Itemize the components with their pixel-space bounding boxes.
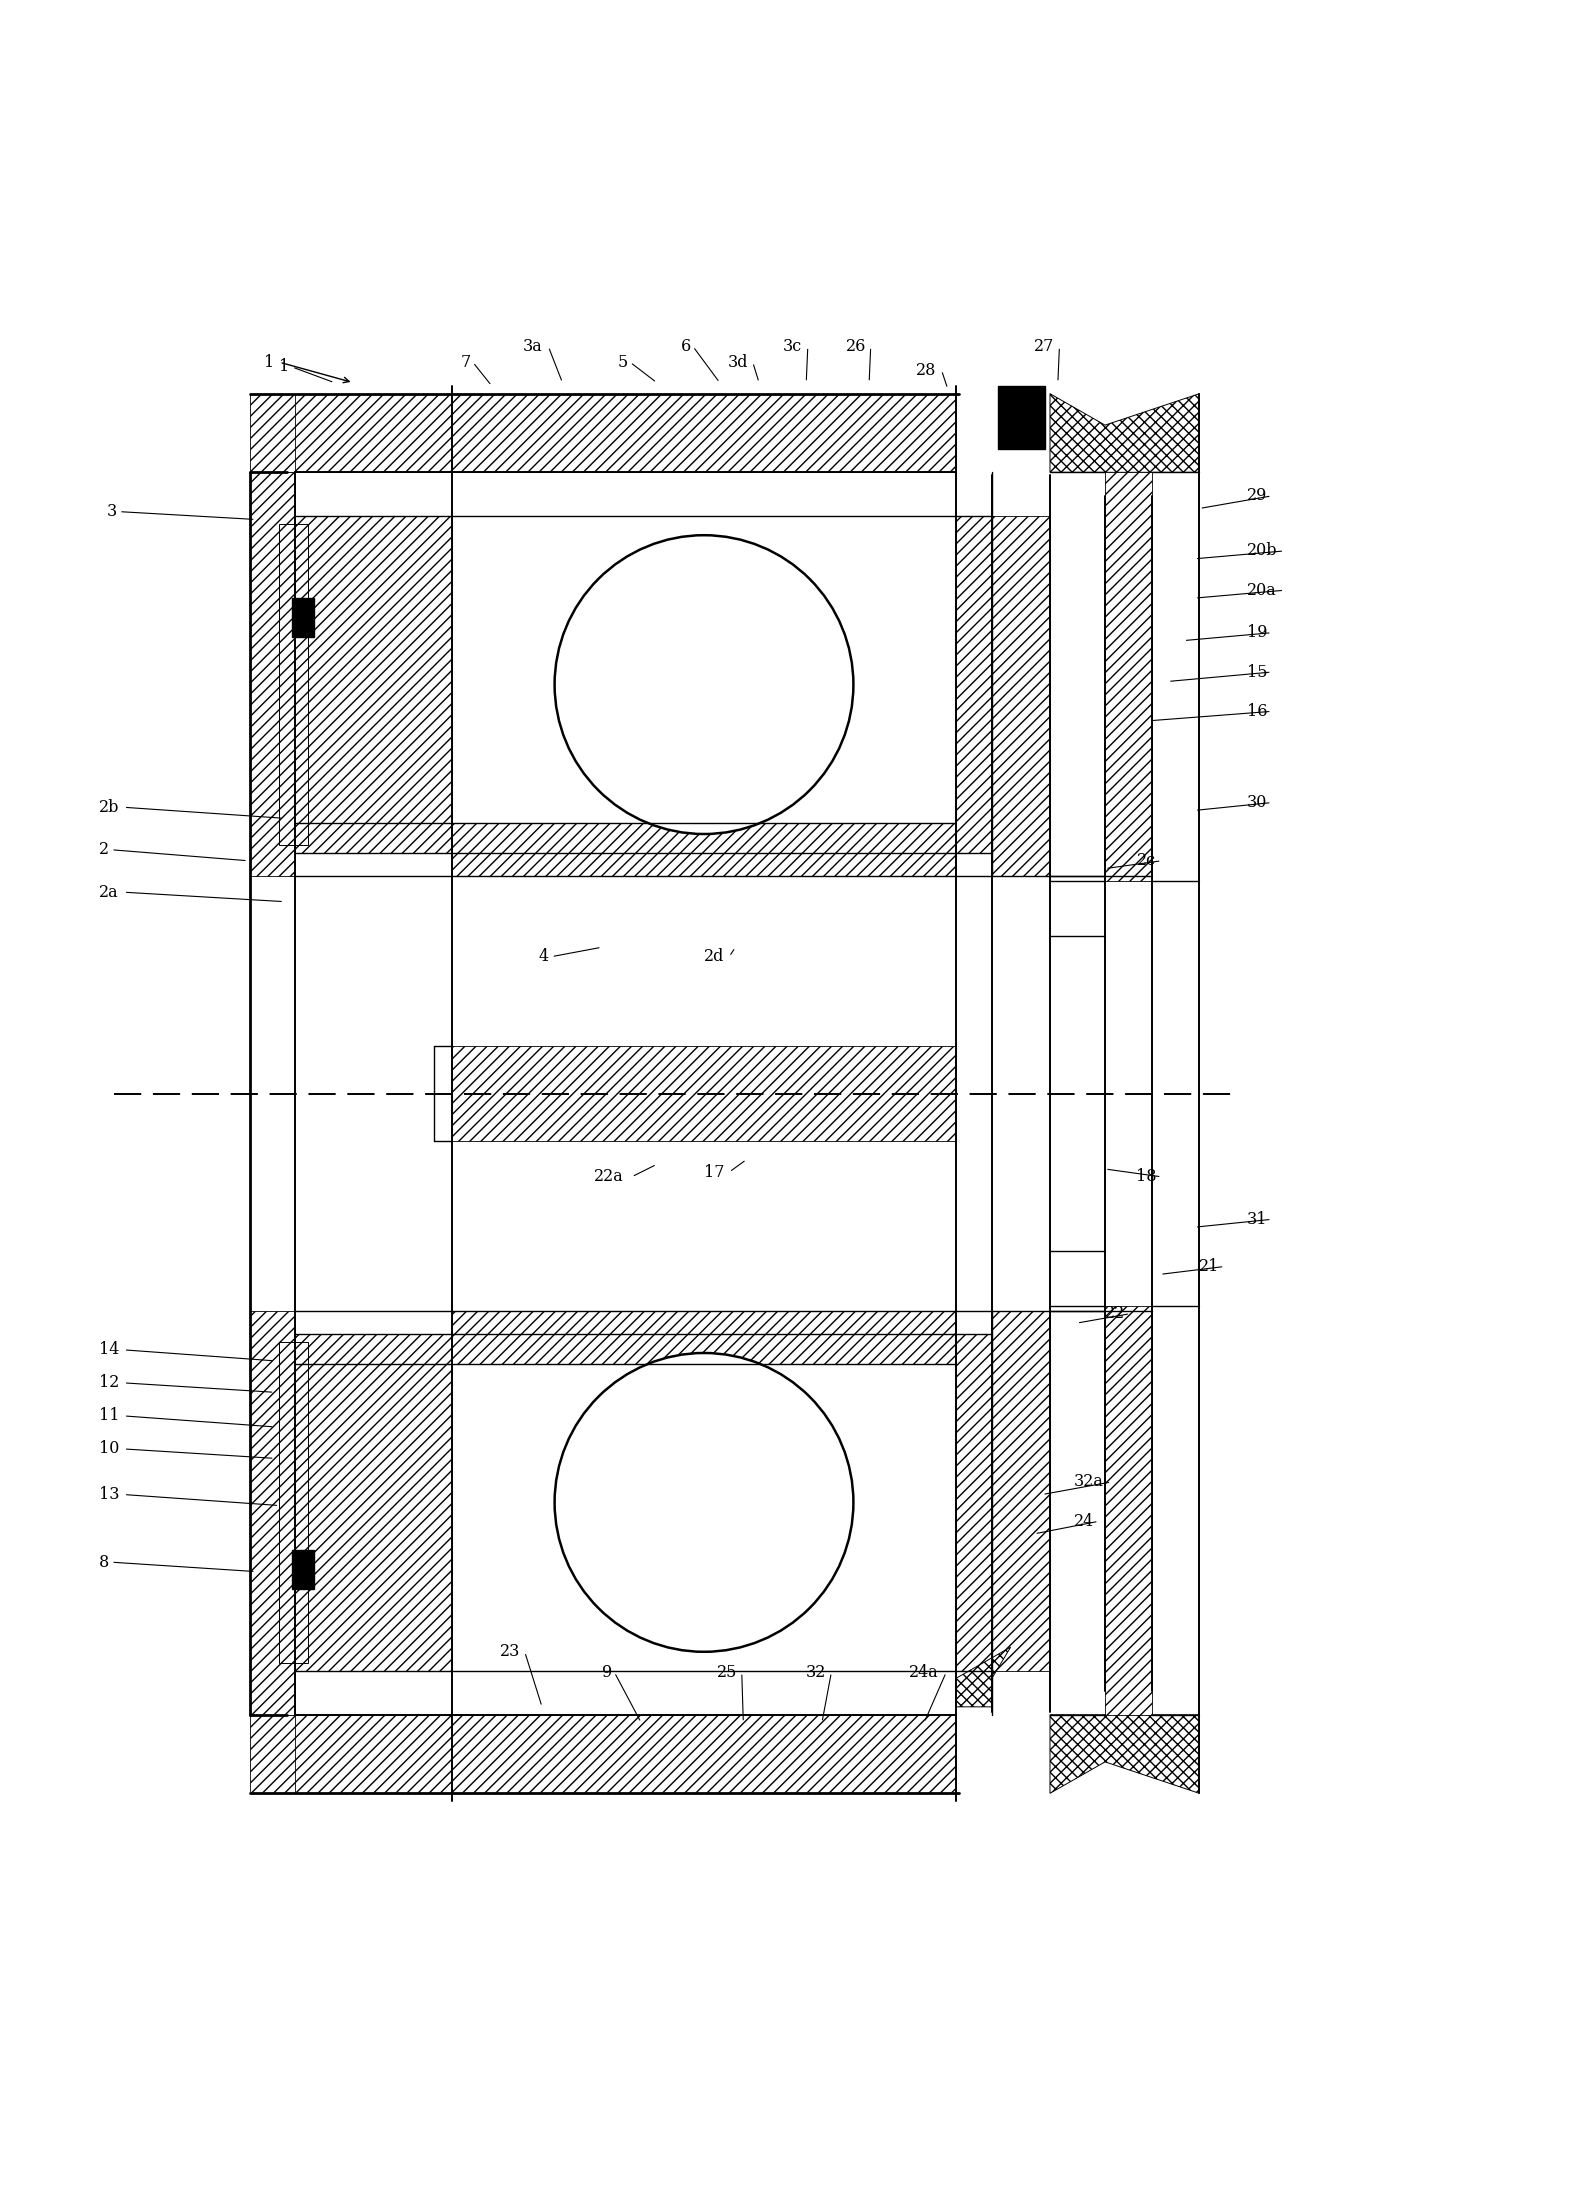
Circle shape [555, 536, 854, 833]
Bar [991, 516, 1050, 877]
Polygon shape [955, 1647, 1010, 1706]
Bar [296, 516, 452, 853]
Bar [296, 1334, 452, 1671]
Text: 9: 9 [602, 1664, 612, 1682]
Polygon shape [280, 1343, 308, 1662]
Text: 22: 22 [1105, 1306, 1126, 1323]
Text: 21: 21 [1200, 1258, 1221, 1275]
Bar [998, 385, 1045, 448]
Text: 11: 11 [98, 1408, 119, 1424]
Text: 13: 13 [98, 1485, 119, 1502]
Text: 32: 32 [806, 1664, 827, 1682]
Bar [452, 1310, 955, 1365]
Text: 2b: 2b [98, 798, 119, 816]
Text: 1: 1 [264, 354, 274, 372]
Text: 10: 10 [98, 1441, 119, 1457]
Text: 6: 6 [680, 339, 691, 354]
Text: 19: 19 [1246, 623, 1266, 641]
Text: 14: 14 [98, 1341, 119, 1358]
Bar [296, 1334, 452, 1671]
Text: 3a: 3a [523, 339, 542, 354]
Text: 28: 28 [917, 361, 936, 378]
Polygon shape [1050, 394, 1200, 472]
Text: 3c: 3c [783, 339, 802, 354]
Bar [1105, 472, 1153, 881]
Text: 23: 23 [500, 1642, 520, 1660]
Polygon shape [1050, 1715, 1200, 1793]
Bar [452, 1045, 955, 1142]
Polygon shape [280, 525, 308, 844]
Text: 8: 8 [98, 1553, 109, 1570]
Text: 24a: 24a [909, 1664, 938, 1682]
Text: 25: 25 [716, 1664, 737, 1682]
Text: 17: 17 [704, 1163, 724, 1181]
Text: 24: 24 [1073, 1513, 1094, 1529]
Bar [296, 394, 955, 472]
Text: 31: 31 [1246, 1212, 1266, 1227]
Text: 29: 29 [1246, 488, 1266, 505]
Text: 2: 2 [98, 842, 109, 857]
Bar [452, 1334, 955, 1365]
Bar [1105, 1306, 1153, 1715]
Bar [250, 1715, 304, 1793]
Bar [292, 597, 315, 636]
Bar [955, 516, 991, 853]
Text: 20b: 20b [1246, 542, 1277, 560]
Text: 15: 15 [1246, 663, 1266, 680]
Bar [452, 822, 955, 853]
Text: 27: 27 [1034, 339, 1055, 354]
Circle shape [555, 1354, 854, 1651]
Text: 16: 16 [1246, 702, 1266, 720]
Bar [250, 1310, 296, 1715]
Bar [250, 472, 296, 877]
Text: 32a: 32a [1073, 1474, 1104, 1492]
Bar [955, 1334, 991, 1671]
Text: 1: 1 [280, 359, 289, 376]
Text: 7: 7 [460, 354, 471, 372]
Bar [250, 394, 304, 472]
Text: 12: 12 [98, 1373, 119, 1391]
Bar [292, 1551, 315, 1590]
Text: 3d: 3d [727, 354, 748, 372]
Text: 2a: 2a [98, 884, 119, 901]
Text: 30: 30 [1246, 794, 1266, 811]
Text: 3: 3 [106, 503, 117, 521]
Bar [991, 1310, 1050, 1671]
Text: 18: 18 [1137, 1168, 1157, 1185]
Text: 26: 26 [846, 339, 866, 354]
Text: 2d: 2d [704, 949, 724, 964]
Bar [452, 822, 955, 877]
Text: 4: 4 [539, 949, 549, 964]
Text: 2c: 2c [1137, 853, 1156, 868]
Bar [296, 1715, 955, 1793]
Text: 5: 5 [618, 354, 628, 372]
Text: 20a: 20a [1246, 582, 1276, 599]
Text: 22a: 22a [594, 1168, 623, 1185]
